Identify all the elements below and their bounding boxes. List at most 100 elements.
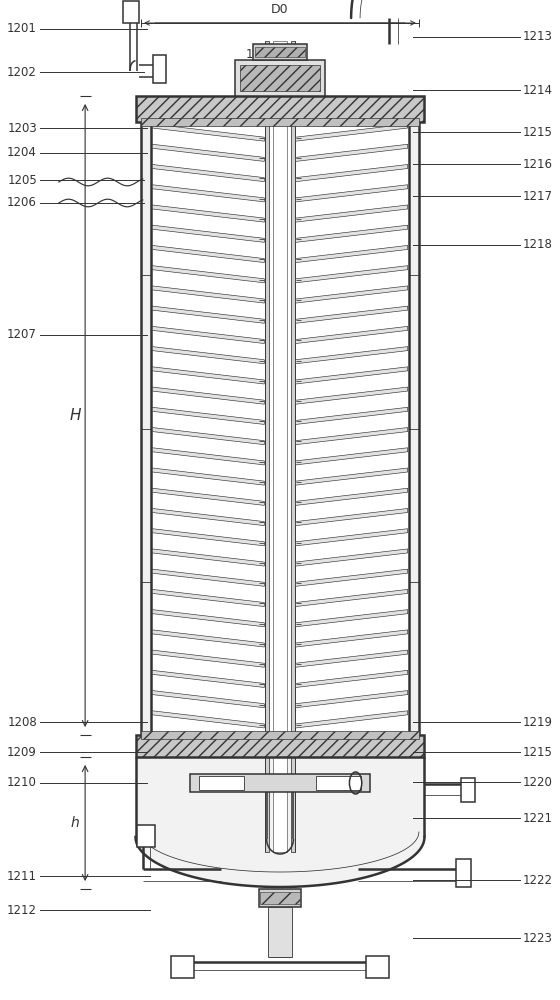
Bar [137,825,155,847]
Text: H: H [69,408,81,423]
Text: 1202: 1202 [7,66,37,79]
Polygon shape [152,589,264,607]
Polygon shape [152,286,264,303]
Bar [316,776,361,790]
Polygon shape [296,691,408,708]
Polygon shape [296,589,408,607]
Bar [260,892,300,904]
Polygon shape [136,757,424,887]
Polygon shape [152,691,264,708]
Text: 1204: 1204 [7,146,37,159]
Polygon shape [152,387,264,404]
Text: 1223: 1223 [523,932,553,944]
Polygon shape [296,569,408,586]
Polygon shape [296,124,408,141]
Polygon shape [296,286,408,303]
Text: 1218: 1218 [523,238,553,251]
Polygon shape [152,670,264,687]
Bar [141,731,419,739]
Polygon shape [296,144,408,161]
Bar [171,956,194,978]
Polygon shape [296,549,408,566]
Bar [259,889,301,907]
Text: 1205: 1205 [7,174,37,186]
Polygon shape [152,428,264,445]
Polygon shape [152,529,264,546]
Text: 1201: 1201 [7,22,37,35]
Bar [461,778,475,802]
Polygon shape [296,326,408,344]
Polygon shape [152,205,264,222]
Text: 1215: 1215 [523,746,553,758]
Text: 12: 12 [245,47,260,60]
Polygon shape [152,124,264,141]
Polygon shape [152,367,264,384]
Polygon shape [296,185,408,202]
Polygon shape [296,428,408,445]
Bar [141,122,151,735]
Bar [291,41,295,852]
Polygon shape [152,245,264,263]
Polygon shape [296,610,408,627]
Polygon shape [296,387,408,404]
Bar [268,907,292,957]
Polygon shape [152,468,264,485]
Text: 1220: 1220 [523,776,553,788]
Polygon shape [296,670,408,687]
Polygon shape [296,266,408,283]
Polygon shape [296,630,408,647]
Bar [136,735,424,757]
Text: 1213: 1213 [523,30,553,43]
Polygon shape [296,650,408,667]
Polygon shape [152,711,264,728]
Text: 1210: 1210 [7,776,37,790]
Polygon shape [152,326,264,344]
Polygon shape [152,448,264,465]
Polygon shape [296,468,408,485]
Polygon shape [296,407,408,424]
Polygon shape [296,488,408,505]
Text: 1206: 1206 [7,196,37,210]
Text: 1216: 1216 [523,157,553,170]
Bar [235,60,325,96]
Text: 1212: 1212 [7,904,37,916]
Polygon shape [296,367,408,384]
Polygon shape [152,549,264,566]
Bar [240,65,320,91]
Text: 1222: 1222 [523,874,553,886]
Polygon shape [152,407,264,424]
Text: D0: D0 [271,3,289,16]
Polygon shape [152,569,264,586]
Bar [136,96,424,122]
Text: 1217: 1217 [523,190,553,202]
Text: 1208: 1208 [7,716,37,728]
Text: 1221: 1221 [523,812,553,824]
Bar [141,118,419,126]
Bar [253,44,307,60]
Polygon shape [296,508,408,526]
Bar [366,956,389,978]
Polygon shape [152,185,264,202]
Text: 1214: 1214 [523,84,553,97]
Text: h: h [71,816,80,830]
Bar [409,122,419,735]
Bar [265,41,269,852]
Text: 1211: 1211 [7,869,37,882]
Polygon shape [152,650,264,667]
Text: 1219: 1219 [523,716,553,728]
Polygon shape [296,245,408,263]
Polygon shape [152,225,264,242]
Polygon shape [296,225,408,242]
Bar [153,55,166,83]
Bar [456,859,471,887]
Bar [123,1,139,23]
Text: 1215: 1215 [523,125,553,138]
Polygon shape [296,306,408,323]
Polygon shape [152,266,264,283]
Polygon shape [152,488,264,505]
Polygon shape [152,144,264,161]
Polygon shape [296,165,408,182]
Bar [273,41,287,852]
Polygon shape [152,347,264,364]
Polygon shape [296,711,408,728]
